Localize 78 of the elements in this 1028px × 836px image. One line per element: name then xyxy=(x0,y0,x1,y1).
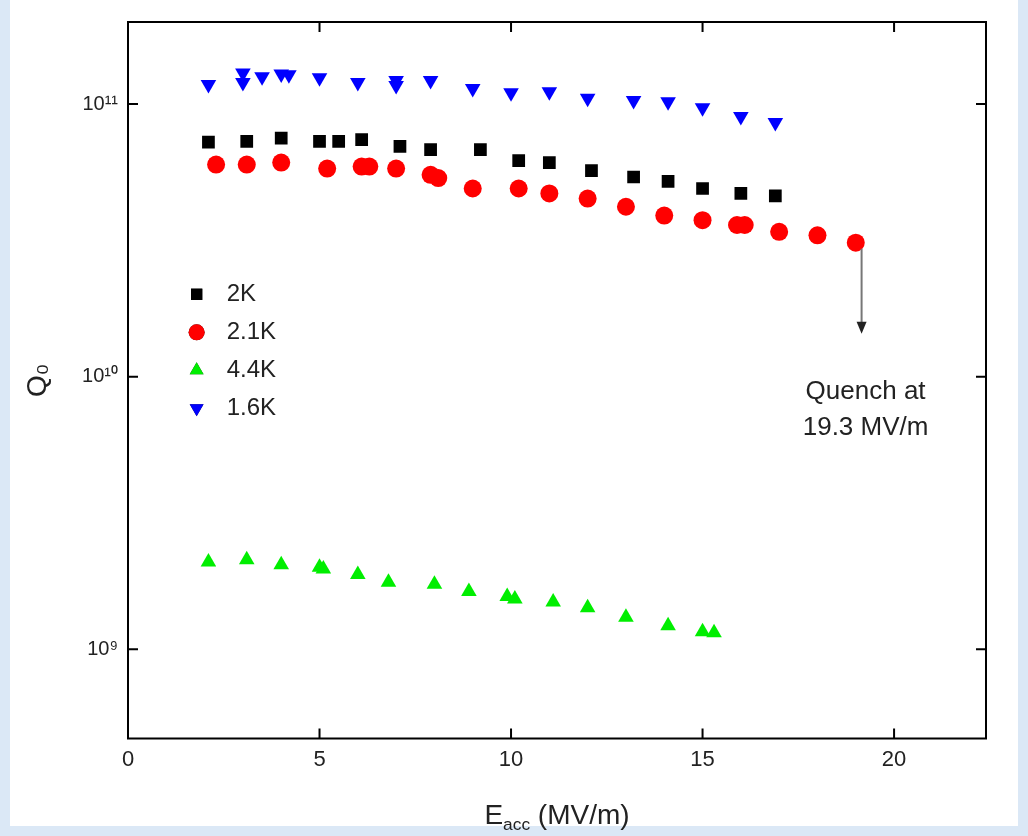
point xyxy=(545,593,561,607)
point xyxy=(734,187,748,200)
point xyxy=(200,552,217,567)
point xyxy=(461,582,477,596)
point xyxy=(733,112,749,126)
point xyxy=(387,159,406,178)
x-tick-label: 5 xyxy=(313,745,326,771)
point xyxy=(625,96,642,110)
point xyxy=(661,175,675,188)
point xyxy=(618,608,634,622)
point xyxy=(313,134,326,148)
point xyxy=(627,170,640,184)
x-tick-label: 10 xyxy=(498,745,524,771)
point xyxy=(388,80,404,95)
y-tick-label: 10¹⁰ xyxy=(82,364,118,387)
point xyxy=(660,616,676,631)
point xyxy=(660,97,676,111)
point xyxy=(200,79,217,94)
point xyxy=(273,555,290,570)
point xyxy=(272,153,291,172)
point xyxy=(350,565,366,579)
point xyxy=(393,139,407,153)
y-tick-label: 10⁹ xyxy=(87,636,118,659)
point xyxy=(693,211,712,230)
point xyxy=(808,226,827,245)
point xyxy=(202,135,215,149)
point xyxy=(350,77,366,92)
point xyxy=(424,143,437,157)
point xyxy=(512,154,526,168)
point xyxy=(706,623,722,638)
annotation: Quench at 19.3 MV/m xyxy=(802,374,929,441)
point xyxy=(274,131,288,145)
point xyxy=(507,589,523,604)
legend-label: 2K xyxy=(226,278,256,306)
point xyxy=(768,189,782,203)
point xyxy=(237,155,256,174)
point xyxy=(655,206,674,225)
point xyxy=(422,76,439,90)
point xyxy=(616,197,635,216)
point xyxy=(429,169,448,188)
y-tick-label: 10¹¹ xyxy=(82,91,119,114)
point xyxy=(464,84,481,98)
x-tick-label: 0 xyxy=(121,745,135,771)
point xyxy=(332,134,346,148)
point xyxy=(503,88,519,102)
point xyxy=(463,179,482,198)
point xyxy=(767,118,784,132)
point xyxy=(579,93,596,108)
point xyxy=(694,103,711,117)
point xyxy=(509,179,528,198)
point xyxy=(238,550,255,565)
point xyxy=(846,233,865,252)
legend-label: 2.1K xyxy=(226,316,277,344)
point xyxy=(318,159,337,178)
point xyxy=(694,622,711,637)
point xyxy=(540,184,559,203)
point xyxy=(311,73,328,87)
point xyxy=(240,134,254,148)
point xyxy=(542,156,556,169)
point xyxy=(355,133,369,147)
point xyxy=(474,143,487,157)
point xyxy=(235,77,251,92)
point xyxy=(579,598,596,613)
y-axis-title: Q₀ xyxy=(20,363,52,397)
point xyxy=(380,573,397,587)
point xyxy=(207,155,226,174)
point xyxy=(578,189,597,208)
legend-label: 4.4K xyxy=(226,354,277,382)
point xyxy=(585,164,598,177)
point xyxy=(696,182,709,195)
point xyxy=(770,222,789,241)
point xyxy=(254,72,270,86)
point xyxy=(426,575,443,589)
x-tick-label: 20 xyxy=(881,745,907,771)
point xyxy=(315,559,332,574)
legend-label: 1.6K xyxy=(226,392,277,420)
x-tick-label: 15 xyxy=(690,745,715,771)
point xyxy=(541,87,558,101)
